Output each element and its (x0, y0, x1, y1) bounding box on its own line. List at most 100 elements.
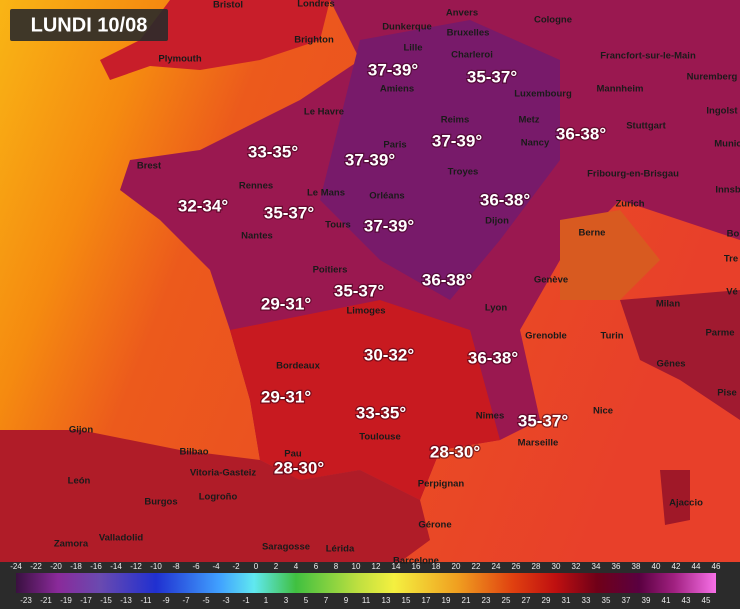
city-label: Logroño (199, 492, 238, 503)
scale-tick-bottom: -11 (141, 596, 153, 605)
title: LUNDI 10/08 (31, 14, 148, 36)
temperature-zone: 33-35° (248, 142, 298, 161)
temperature-zone: 28-30° (274, 458, 324, 477)
scale-tick-bottom: 27 (522, 596, 531, 605)
city-label: Ingolst (706, 106, 738, 117)
city-label: Stuttgart (626, 121, 666, 132)
temperature-zone: 33-35° (356, 403, 406, 422)
city-label: Zamora (54, 539, 89, 550)
scale-tick-bottom: 7 (324, 596, 329, 605)
scale-tick-bottom: 1 (264, 596, 269, 605)
temperature-zone: 35-37° (467, 67, 517, 86)
city-label: Parme (705, 328, 734, 339)
city-label: Le Havre (304, 107, 344, 118)
scale-tick-bottom: 45 (702, 596, 711, 605)
city-label: Orléans (369, 191, 404, 202)
scale-tick-top: 8 (334, 562, 339, 571)
city-label: Metz (518, 115, 539, 126)
temperature-zone: 35-37° (334, 281, 384, 300)
scale-tick-top: -10 (150, 562, 162, 571)
temperature-zone: 35-37° (518, 411, 568, 430)
scale-tick-top: 42 (672, 562, 681, 571)
scale-tick-bottom: 13 (382, 596, 391, 605)
city-label: Innsb (715, 185, 740, 196)
city-label: Perpignan (418, 479, 465, 490)
scale-tick-top: 34 (592, 562, 601, 571)
scale-tick-bottom: 37 (622, 596, 631, 605)
scale-tick-top: -22 (30, 562, 42, 571)
cities: Bristol Londres Dunkerque Anvers Cologne Brig… (54, 0, 740, 567)
scale-tick-bottom: -21 (40, 596, 52, 605)
temperature-zone: 37-39° (364, 216, 414, 235)
corsica (660, 470, 690, 525)
temperature-zone: 37-39° (368, 60, 418, 79)
city-label: Bo (727, 229, 740, 240)
scale-tick-top: -18 (70, 562, 82, 571)
city-label: Gijon (69, 425, 93, 436)
city-label: Nice (593, 406, 613, 417)
city-label: Anvers (446, 8, 478, 19)
scale-tick-top: 26 (512, 562, 521, 571)
scale-tick-bottom: 41 (662, 596, 671, 605)
city-label: Cologne (534, 15, 572, 26)
scale-tick-bottom: 43 (682, 596, 691, 605)
city-label: Londres (297, 0, 334, 10)
scale-tick-top: -6 (192, 562, 200, 571)
city-label: León (68, 476, 91, 487)
city-label: Fribourg-en-Brisgau (587, 169, 679, 180)
scale-tick-bottom: 31 (562, 596, 571, 605)
city-label: Saragosse (262, 542, 310, 553)
city-label: Nuremberg (687, 72, 738, 83)
temperature-zone: 35-37° (264, 203, 314, 222)
city-label: Dunkerque (382, 22, 432, 33)
scale-tick-bottom: 5 (304, 596, 309, 605)
scale-tick-top: 40 (652, 562, 661, 571)
title-box (10, 9, 168, 41)
city-label: Charleroi (451, 50, 493, 61)
scale-tick-top: 20 (452, 562, 461, 571)
scale-tick-bottom: 9 (344, 596, 349, 605)
temperature-zone: 28-30° (430, 442, 480, 461)
scale-tick-top: 38 (632, 562, 641, 571)
scale-tick-top: -12 (130, 562, 142, 571)
temperature-zone: 37-39° (432, 131, 482, 150)
scale-tick-top: 32 (572, 562, 581, 571)
temperature-zones: 37-39° 35-37° 33-35° 37-39° 37-39° 36-38° 32-3… (177, 59, 608, 479)
scale-tick-bottom: 19 (442, 596, 451, 605)
scale-tick-top: 0 (254, 562, 259, 571)
city-label: Tre (724, 254, 738, 265)
city-label: Grenoble (525, 331, 567, 342)
city-label: Tours (325, 220, 351, 231)
scale-tick-top: 10 (352, 562, 361, 571)
city-label: Rennes (239, 181, 273, 192)
city-label: Brighton (294, 35, 334, 46)
city-label: Bruxelles (447, 28, 490, 39)
scale-tick-top: 22 (472, 562, 481, 571)
scale-tick-bottom: 23 (482, 596, 491, 605)
italy (620, 290, 740, 420)
scale-tick-top: -4 (212, 562, 220, 571)
city-label: Vitoria-Gasteiz (190, 468, 257, 479)
city-label: Pau (284, 449, 302, 460)
city-label: Gérone (418, 520, 451, 531)
scale-tick-bottom: -17 (80, 596, 92, 605)
scale-tick-bottom: 39 (642, 596, 651, 605)
city-label: Nîmes (476, 411, 505, 422)
scale-tick-bottom: -19 (60, 596, 72, 605)
alps (560, 210, 660, 300)
city-label: Nancy (521, 138, 550, 149)
scale-tick-bottom: -15 (100, 596, 112, 605)
scale-tick-top: 44 (692, 562, 701, 571)
scale-tick-top: 18 (432, 562, 441, 571)
city-label: Paris (383, 140, 406, 151)
city-label: Milan (656, 299, 680, 310)
scale-tick-bottom: -1 (242, 596, 250, 605)
hot-core (320, 20, 560, 300)
scale-tick-bottom: -5 (202, 596, 210, 605)
city-label: Plymouth (158, 54, 201, 65)
temperature-zone: 29-31° (261, 387, 311, 406)
city-label: Berne (579, 228, 606, 239)
scale-tick-bottom: 3 (284, 596, 289, 605)
city-label: Marseille (518, 438, 559, 449)
